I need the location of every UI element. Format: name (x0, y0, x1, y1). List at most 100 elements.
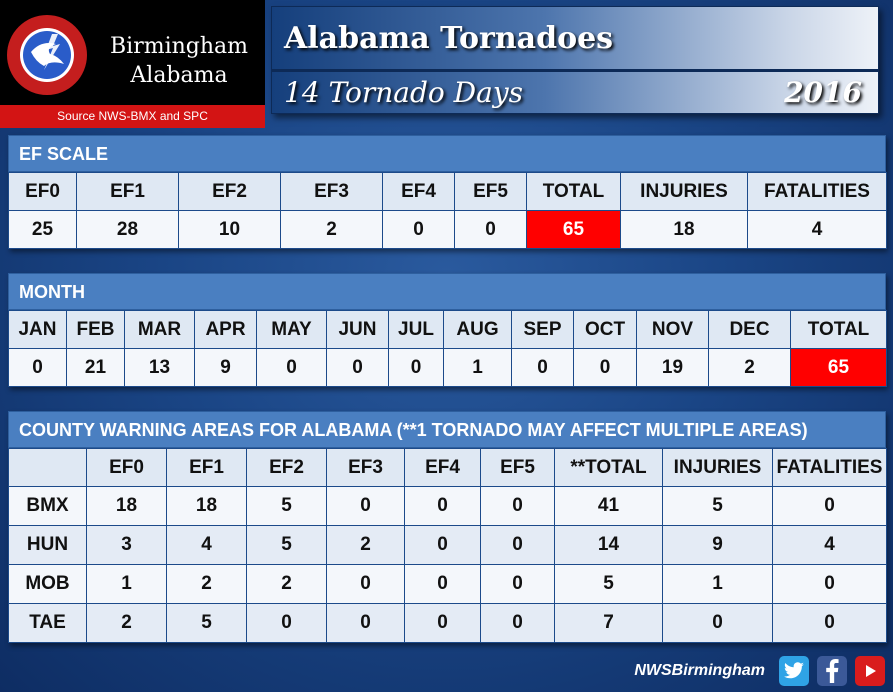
ef-header-ef2: EF2 (178, 172, 281, 211)
table-cell: 0 (404, 525, 481, 565)
table-cell: 5 (554, 564, 663, 604)
table-cell: 1 (662, 564, 773, 604)
ef-header-total: TOTAL (526, 172, 621, 211)
ef-header-ef3: EF3 (280, 172, 383, 211)
table-cell: 2 (326, 525, 405, 565)
table-cell: 0 (404, 564, 481, 604)
month-header-jan: JAN (8, 310, 67, 349)
county-header-ef0: EF0 (86, 448, 167, 487)
table-cell: 0 (480, 525, 555, 565)
county-header-fatalities: FATALITIES (772, 448, 887, 487)
county-area-name: HUN (8, 525, 87, 565)
table-cell: 0 (326, 486, 405, 526)
page-title: Alabama Tornadoes (284, 21, 614, 56)
table-cell: 5 (166, 603, 247, 643)
title-banner: Alabama Tornadoes 14 Tornado Days 2016 (271, 6, 879, 114)
table-cell: 18 (86, 486, 167, 526)
table-cell: 0 (480, 486, 555, 526)
month-header-oct: OCT (573, 310, 637, 349)
month-value-aug: 1 (443, 348, 512, 387)
social-handle[interactable]: NWSBirmingham (634, 662, 765, 679)
month-header-jul: JUL (388, 310, 444, 349)
table-cell: 3 (86, 525, 167, 565)
county-header-ef4: EF4 (404, 448, 481, 487)
ef-header-ef1: EF1 (76, 172, 179, 211)
county-header-injuries: INJURIES (662, 448, 773, 487)
month-value-jan: 0 (8, 348, 67, 387)
month-header-feb: FEB (66, 310, 125, 349)
ef-header-fatalities: FATALITIES (747, 172, 887, 211)
table-cell: 5 (246, 486, 327, 526)
table-cell: 41 (554, 486, 663, 526)
county-area-name: MOB (8, 564, 87, 604)
logo-city-line1: Birmingham (109, 34, 248, 59)
table-cell: 0 (772, 603, 887, 643)
county-table: EF0 EF1 EF2 EF3 EF4 EF5 **TOTAL INJURIES… (8, 448, 887, 643)
ef-header-ef4: EF4 (382, 172, 455, 211)
month-value-oct: 0 (573, 348, 637, 387)
twitter-icon[interactable] (779, 656, 809, 686)
month-heading: MONTH (8, 273, 886, 310)
county-section: COUNTY WARNING AREAS FOR ALABAMA (**1 TO… (8, 411, 887, 643)
table-cell: 5 (246, 525, 327, 565)
table-cell: 0 (246, 603, 327, 643)
ef-value-ef4: 0 (382, 210, 455, 249)
month-value-nov: 19 (636, 348, 709, 387)
table-cell: 9 (662, 525, 773, 565)
month-header-aug: AUG (443, 310, 512, 349)
table-cell: 2 (86, 603, 167, 643)
month-header-mar: MAR (124, 310, 195, 349)
month-value-apr: 9 (194, 348, 257, 387)
table-cell: 0 (772, 486, 887, 526)
month-header-sep: SEP (511, 310, 574, 349)
ef-value-ef1: 28 (76, 210, 179, 249)
ef-value-ef0: 25 (8, 210, 77, 249)
youtube-icon[interactable] (855, 656, 885, 686)
table-cell: 0 (480, 564, 555, 604)
table-cell: 4 (166, 525, 247, 565)
ef-value-ef2: 10 (178, 210, 281, 249)
logo-city-name: Birmingham Alabama (94, 32, 264, 90)
table-row: TAE 2 5 0 0 0 0 7 0 0 (8, 603, 887, 643)
county-header-total: **TOTAL (554, 448, 663, 487)
table-cell: 0 (662, 603, 773, 643)
month-value-dec: 2 (708, 348, 791, 387)
nws-logo-block: Birmingham Alabama Source NWS-BMX and SP… (0, 0, 265, 128)
facebook-icon[interactable] (817, 656, 847, 686)
table-row: HUN 3 4 5 2 0 0 14 9 4 (8, 525, 887, 565)
county-area-name: TAE (8, 603, 87, 643)
county-header-ef2: EF2 (246, 448, 327, 487)
table-cell: 1 (86, 564, 167, 604)
ef-value-fatalities: 4 (747, 210, 887, 249)
month-value-mar: 13 (124, 348, 195, 387)
title-divider (272, 69, 878, 72)
month-header-nov: NOV (636, 310, 709, 349)
ef-value-ef3: 2 (280, 210, 383, 249)
logo-city-line2: Alabama (130, 63, 228, 88)
table-cell: 0 (480, 603, 555, 643)
month-header-total: TOTAL (790, 310, 887, 349)
county-heading: COUNTY WARNING AREAS FOR ALABAMA (**1 TO… (8, 411, 886, 448)
table-cell: 2 (166, 564, 247, 604)
county-area-name: BMX (8, 486, 87, 526)
table-row: MOB 1 2 2 0 0 0 5 1 0 (8, 564, 887, 604)
table-cell: 0 (404, 603, 481, 643)
table-cell: 0 (326, 564, 405, 604)
page-subtitle: 14 Tornado Days (284, 76, 524, 109)
table-row: BMX 18 18 5 0 0 0 41 5 0 (8, 486, 887, 526)
month-section: MONTH JAN FEB MAR APR MAY JUN JUL AUG SE… (8, 273, 887, 387)
month-value-feb: 21 (66, 348, 125, 387)
table-cell: 0 (404, 486, 481, 526)
table-cell: 0 (326, 603, 405, 643)
month-value-jul: 0 (388, 348, 444, 387)
month-value-jun: 0 (326, 348, 389, 387)
month-value-sep: 0 (511, 348, 574, 387)
month-value-may: 0 (256, 348, 327, 387)
table-cell: 18 (166, 486, 247, 526)
ef-value-total: 65 (526, 210, 621, 249)
ef-value-ef5: 0 (454, 210, 527, 249)
ef-header-injuries: INJURIES (620, 172, 748, 211)
month-header-may: MAY (256, 310, 327, 349)
month-table: JAN FEB MAR APR MAY JUN JUL AUG SEP OCT … (8, 310, 887, 387)
county-header-ef3: EF3 (326, 448, 405, 487)
